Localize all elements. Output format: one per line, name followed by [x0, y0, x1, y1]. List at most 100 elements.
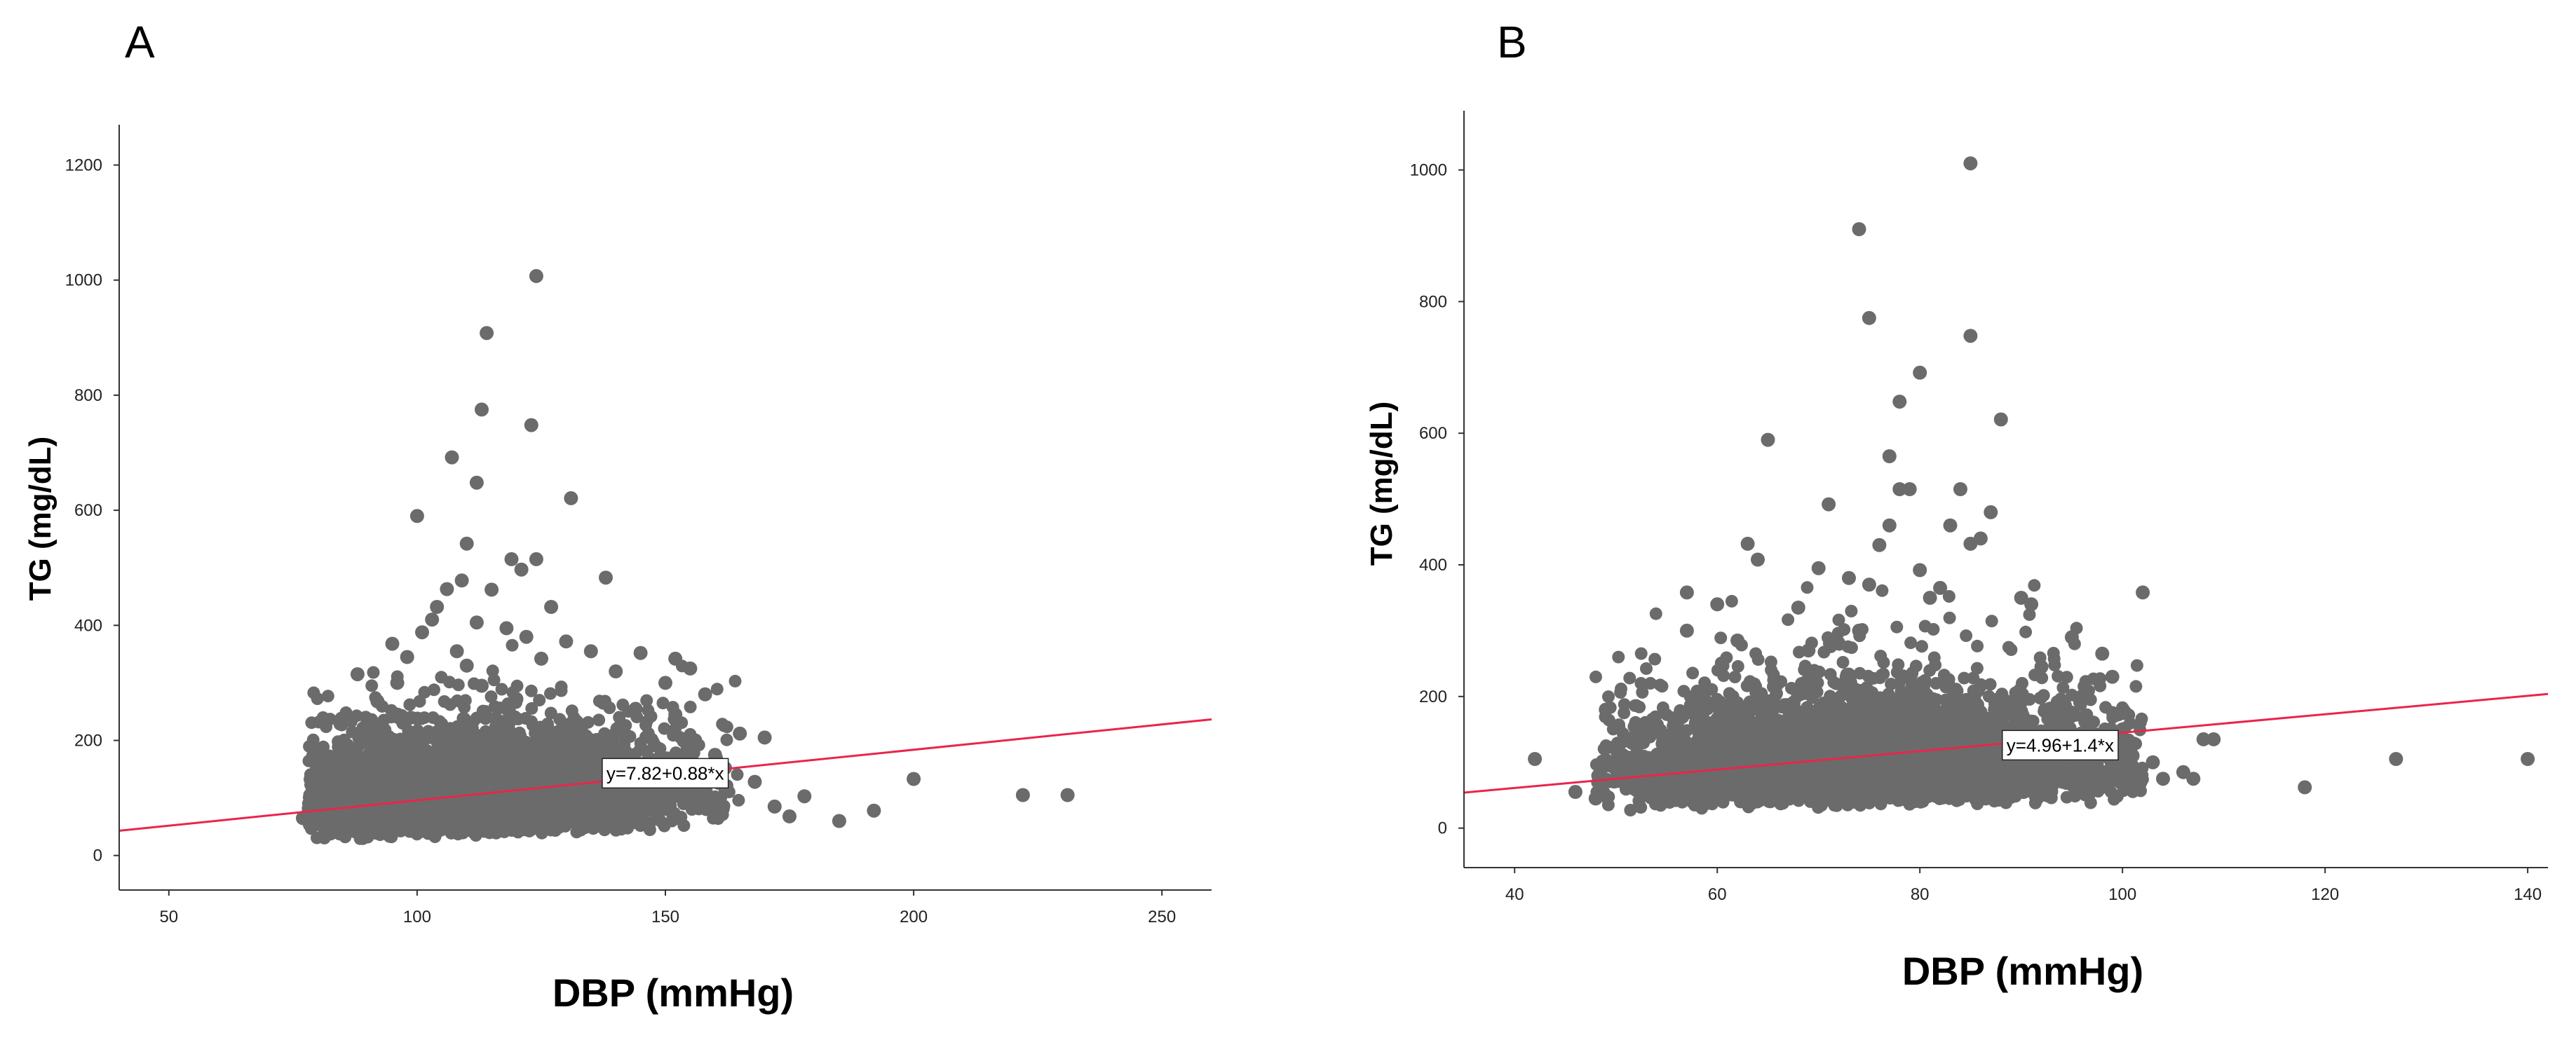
cloud-point: [506, 638, 519, 652]
cloud-point: [304, 772, 316, 786]
cloud-point: [304, 822, 318, 835]
cloud-point: [581, 716, 595, 729]
cloud-point: [484, 690, 498, 704]
cloud-point: [377, 751, 391, 763]
point-cloud-b: [1589, 579, 2149, 816]
data-point-a-26: [583, 644, 598, 659]
data-point-a-19: [469, 615, 484, 630]
cloud-point: [616, 698, 630, 711]
fit-equation-a: y=7.82+0.88*x: [606, 762, 724, 784]
cloud-point: [642, 727, 655, 740]
cloud-point: [319, 791, 332, 804]
cloud-point: [305, 716, 318, 730]
cloud-point: [587, 822, 600, 835]
cloud-point: [592, 695, 606, 708]
cloud-point: [474, 825, 487, 838]
cloud-point: [310, 751, 323, 764]
cloud-point: [717, 802, 730, 815]
y-tick-label-a-600: 600: [74, 501, 102, 520]
cloud-point: [653, 742, 667, 755]
chart-panel-a: A y=7.82+0.88*x 50 100 150 200 250 020040060…: [23, 17, 1212, 1015]
data-point-a-5: [469, 475, 484, 490]
cloud-point: [577, 779, 590, 793]
cloud-point: [307, 686, 320, 699]
cloud-point: [637, 794, 651, 807]
data-point-a-2: [475, 402, 489, 417]
cloud-point: [544, 687, 557, 700]
cloud-point: [594, 809, 606, 822]
data-point-a-29: [633, 645, 648, 660]
data-point-a-9: [504, 552, 519, 566]
data-point-a-11: [514, 562, 529, 577]
cloud-point: [444, 698, 457, 711]
cloud-point: [553, 810, 567, 823]
data-point-a-50: [907, 772, 921, 786]
x-tick-label-a-250: 250: [1148, 908, 1176, 926]
data-point-a-52: [1060, 788, 1075, 802]
cloud-point: [403, 698, 416, 711]
cloud-point: [458, 732, 471, 746]
cloud-point: [498, 826, 511, 838]
cloud-point: [642, 704, 655, 717]
cloud-point: [337, 716, 351, 729]
data-point-a-51: [1015, 788, 1030, 802]
cloud-point: [435, 671, 448, 684]
cloud-point: [459, 787, 472, 800]
cloud-point: [316, 711, 330, 724]
panel-label-a: A: [125, 17, 155, 67]
cloud-point: [352, 808, 365, 821]
data-point-a-16: [430, 600, 445, 614]
fit-equation-box-a: y=7.82+0.88*x: [602, 758, 729, 789]
cloud-point: [346, 725, 359, 739]
cloud-point: [496, 778, 509, 791]
cloud-point: [525, 702, 538, 715]
y-tick-label-a-400: 400: [74, 616, 102, 635]
data-point-a-6: [564, 491, 578, 505]
cloud-point: [508, 767, 522, 780]
cloud-point: [569, 763, 582, 776]
cloud-point: [516, 823, 529, 836]
cloud-point: [665, 814, 679, 828]
cloud-point: [402, 712, 416, 725]
cloud-point: [459, 694, 472, 707]
cloud-point: [606, 805, 619, 818]
cloud-point: [541, 734, 554, 747]
data-point-a-30: [668, 651, 683, 666]
data-point-a-36: [658, 676, 672, 690]
x-tick-label-a-200: 200: [900, 908, 928, 926]
x-tick-label-a-50: 50: [159, 908, 178, 926]
cloud-point: [366, 753, 379, 767]
data-point-a-13: [440, 582, 454, 596]
cloud-point: [306, 733, 320, 746]
data-point-a-32: [350, 667, 365, 682]
cloud-point: [426, 751, 440, 764]
cloud-point: [447, 762, 461, 775]
cloud-point: [429, 802, 442, 815]
data-point-a-21: [415, 625, 429, 640]
data-point-a-15: [484, 582, 499, 597]
cloud-point: [524, 684, 538, 697]
data-point-a-12: [454, 573, 469, 588]
y-axis-label-a: TG (mg/dL): [23, 437, 57, 601]
cloud-point: [732, 793, 745, 807]
cloud-point: [394, 732, 407, 746]
cloud-point: [404, 825, 416, 838]
cloud-point: [597, 733, 609, 746]
cloud-point: [398, 750, 412, 763]
data-point-a-58: [360, 722, 375, 737]
data-point-a-56: [335, 774, 350, 788]
data-point-a-46: [782, 809, 796, 823]
y-tick-label-a-0: 0: [93, 847, 102, 865]
cloud-point: [610, 722, 623, 735]
data-point-a-39: [370, 694, 385, 709]
data-point-a-44: [747, 774, 762, 789]
data-point-a-23: [559, 634, 574, 649]
cloud-point: [456, 826, 470, 840]
cloud-point: [588, 766, 601, 779]
cloud-point: [553, 713, 567, 726]
data-point-a-38: [698, 687, 712, 702]
cloud-point: [341, 738, 354, 751]
cloud-point: [444, 722, 457, 735]
cloud-point: [402, 811, 416, 824]
cloud-point: [504, 711, 517, 724]
